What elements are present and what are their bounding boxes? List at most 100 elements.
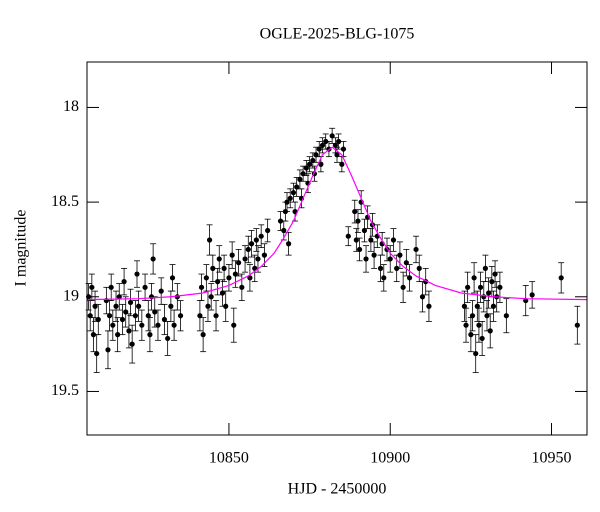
- data-point: [469, 313, 476, 319]
- data-point: [198, 284, 205, 290]
- data-point: [558, 275, 564, 281]
- data-point: [158, 288, 164, 294]
- data-point: [255, 256, 261, 262]
- data-point: [206, 237, 213, 243]
- x-tick-label: 10900: [370, 450, 410, 467]
- plot-area: [85, 127, 588, 373]
- data-point: [490, 303, 497, 309]
- data-point: [116, 294, 122, 300]
- data-point: [147, 332, 153, 338]
- data-point: [461, 303, 468, 309]
- data-point: [145, 313, 151, 319]
- data-point: [390, 237, 397, 243]
- data-point: [339, 161, 345, 167]
- data-point: [463, 322, 469, 328]
- data-point: [363, 256, 369, 262]
- data-point: [136, 303, 142, 309]
- x-axis-label: HJD - 2450000: [288, 481, 387, 498]
- data-point: [129, 341, 135, 347]
- data-point: [503, 313, 509, 319]
- data-point: [340, 146, 347, 152]
- data-point: [277, 218, 284, 224]
- y-tick-label: 19: [63, 287, 79, 304]
- data-point: [258, 233, 264, 239]
- data-point: [134, 271, 140, 277]
- data-point: [482, 265, 488, 271]
- data-point: [126, 328, 132, 334]
- data-point: [197, 313, 203, 319]
- plot-frame: [86, 61, 588, 436]
- data-point: [474, 303, 480, 309]
- data-point: [345, 233, 351, 239]
- data-point: [94, 350, 100, 357]
- data-point: [371, 252, 377, 258]
- data-point: [87, 313, 93, 319]
- data-point: [265, 227, 271, 234]
- data-point: [355, 218, 361, 224]
- data-point: [476, 322, 482, 328]
- model-curve: [86, 146, 588, 301]
- data-point: [356, 246, 363, 253]
- y-tick-label: 19.5: [51, 382, 79, 399]
- data-point: [468, 332, 474, 338]
- data-point: [381, 275, 387, 281]
- data-point: [492, 271, 498, 277]
- data-point: [90, 332, 97, 338]
- data-point: [413, 246, 419, 253]
- data-point: [232, 271, 238, 277]
- data-point: [406, 275, 413, 281]
- data-point: [205, 303, 211, 309]
- data-point: [245, 246, 251, 253]
- data-point: [465, 284, 471, 290]
- data-point: [139, 322, 145, 328]
- data-point: [281, 227, 287, 234]
- data-point: [297, 176, 303, 182]
- data-point: [473, 350, 479, 357]
- data-point: [113, 303, 119, 309]
- data-point: [353, 237, 359, 243]
- data-point: [332, 142, 338, 148]
- data-point: [316, 146, 322, 152]
- data-point: [127, 299, 134, 306]
- data-point: [105, 347, 111, 353]
- data-point: [200, 332, 206, 338]
- data-point: [313, 152, 319, 158]
- data-point: [352, 208, 358, 215]
- data-point: [152, 309, 158, 315]
- data-point: [155, 322, 161, 328]
- data-point: [487, 328, 493, 334]
- data-point: [497, 284, 503, 290]
- data-point: [489, 279, 495, 285]
- data-point: [477, 284, 484, 290]
- data-point: [419, 294, 426, 300]
- data-point: [210, 265, 216, 271]
- data-point: [471, 275, 477, 281]
- data-point: [95, 316, 101, 323]
- data-point: [361, 227, 368, 234]
- data-point: [239, 284, 245, 290]
- data-point: [168, 303, 174, 309]
- data-point: [208, 294, 214, 300]
- data-point: [334, 152, 340, 158]
- data-point: [92, 303, 98, 309]
- data-point: [479, 335, 485, 342]
- data-point: [223, 303, 229, 309]
- data-point: [132, 313, 138, 319]
- data-point: [329, 133, 335, 139]
- data-point: [284, 199, 290, 205]
- data-point: [306, 161, 313, 167]
- data-point: [119, 316, 126, 323]
- data-point: [242, 256, 248, 262]
- data-point: [319, 142, 326, 148]
- data-point: [261, 252, 268, 258]
- data-point: [574, 322, 580, 328]
- data-point: [121, 279, 127, 285]
- data-point: [203, 275, 209, 281]
- data-point: [368, 237, 374, 243]
- data-point: [253, 237, 259, 243]
- data-point: [394, 265, 400, 271]
- data-point: [219, 290, 226, 296]
- x-tick-label: 10950: [532, 450, 572, 467]
